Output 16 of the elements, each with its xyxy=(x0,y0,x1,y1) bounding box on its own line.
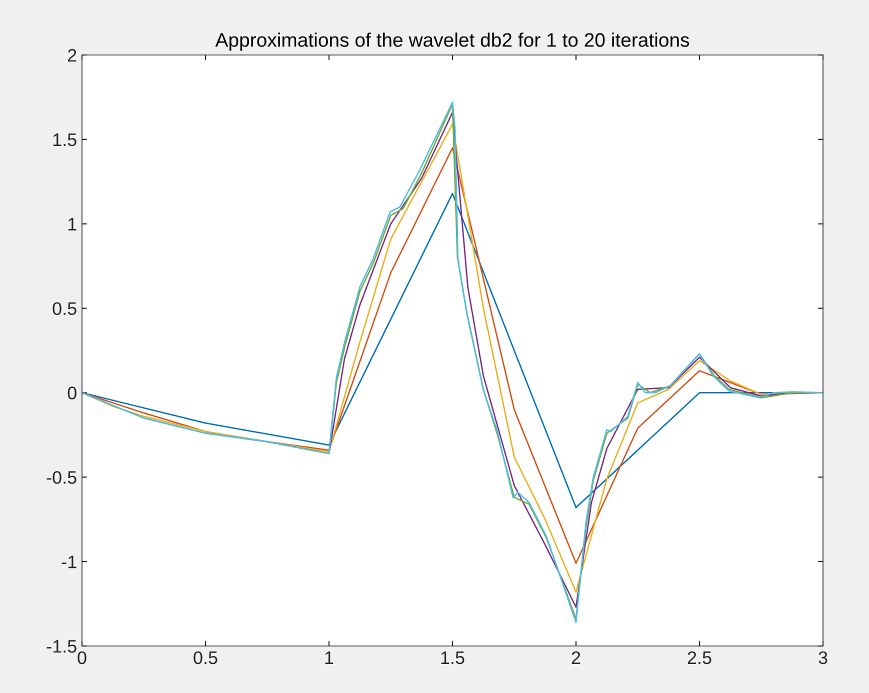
y-tick-label: -1 xyxy=(62,556,76,568)
y-tick-label: -1.5 xyxy=(46,640,76,653)
x-tick-label: 0 xyxy=(78,651,86,664)
y-tick-label: 2 xyxy=(68,48,76,62)
y-tick-label: 0 xyxy=(68,386,76,400)
x-tick-label: 3 xyxy=(818,651,828,664)
x-tick-label: 1 xyxy=(325,652,334,664)
chart-title: Approximations of the wavelet db2 for 1 to 20 iterations xyxy=(215,32,690,51)
x-tick-label: 2 xyxy=(572,651,580,664)
y-tick-label: 0.5 xyxy=(52,302,76,316)
x-tick-label: 2.5 xyxy=(688,651,712,664)
y-tick-label: 1 xyxy=(68,218,76,230)
y-tick-label: -0.5 xyxy=(46,471,76,484)
x-tick-label: 0.5 xyxy=(194,651,218,664)
x-tick-label: 1.5 xyxy=(441,652,464,664)
y-tick-label: 1.5 xyxy=(53,134,76,146)
